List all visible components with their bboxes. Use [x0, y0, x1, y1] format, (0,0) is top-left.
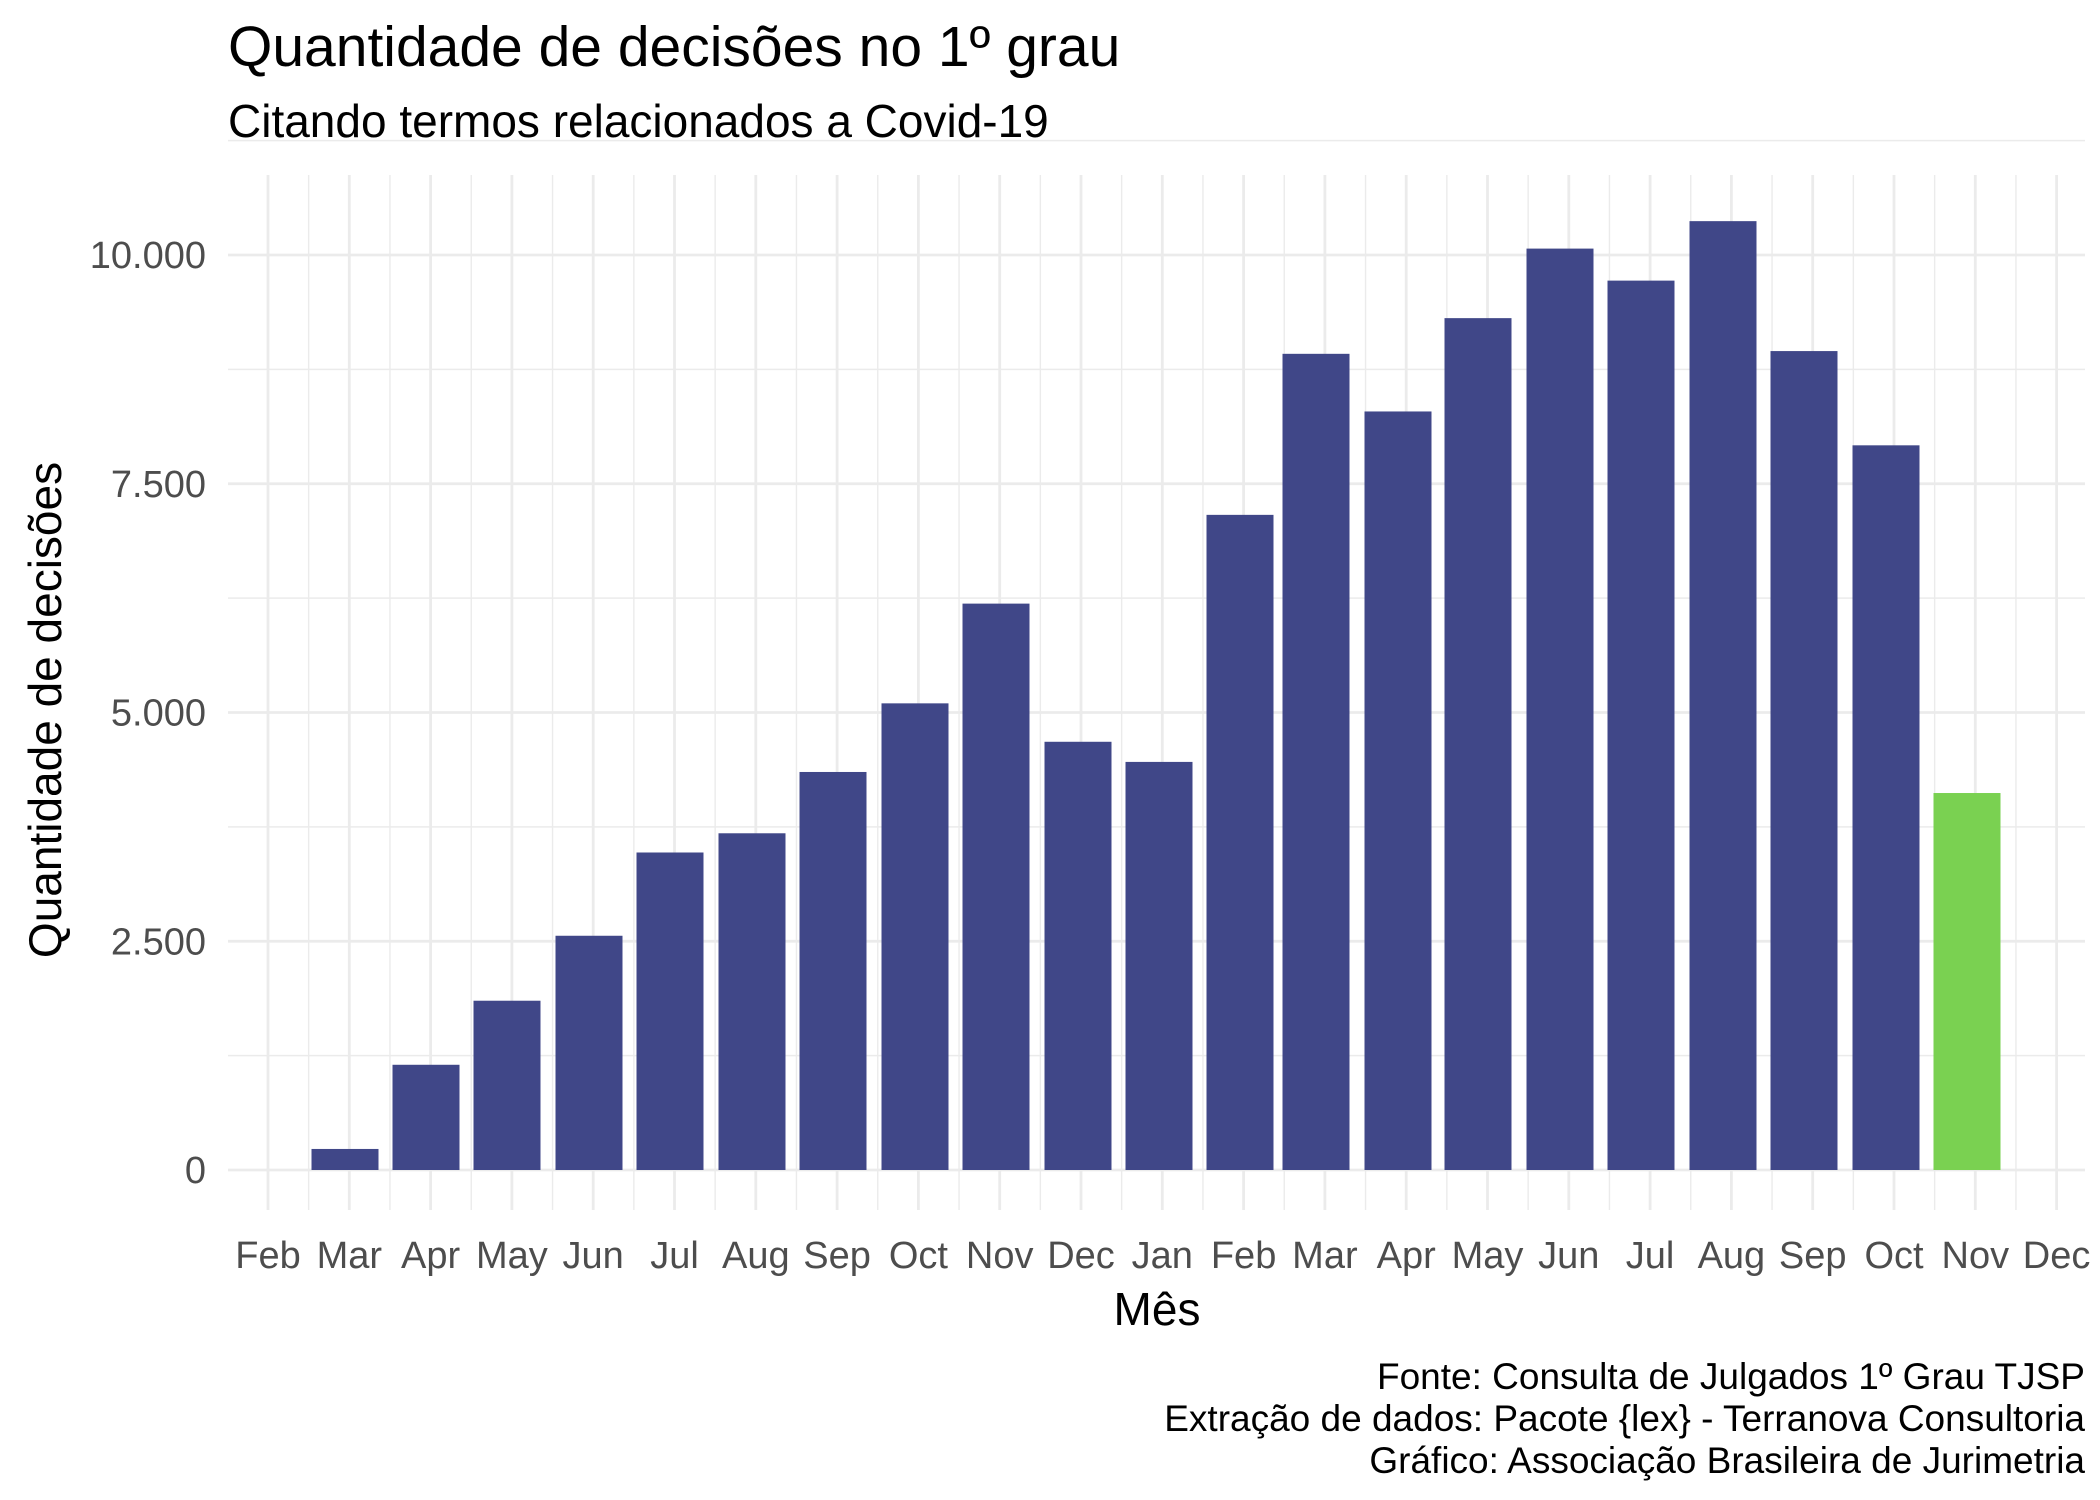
x-tick-label: Mar	[317, 1235, 383, 1277]
caption: Fonte: Consulta de Julgados 1º Grau TJSP…	[1164, 1356, 2085, 1481]
x-tick-label: Feb	[1211, 1235, 1276, 1277]
bar	[1364, 411, 1432, 1171]
x-axis-ticks: Feb Mar Apr May Jun Jul Aug Sep Oct Nov Dec Jan Feb M…	[235, 1235, 2090, 1277]
chart-subtitle: Citando termos relacionados a Covid-19	[228, 95, 1049, 147]
x-tick-label: Nov	[966, 1235, 1034, 1277]
x-tick-label: Apr	[401, 1235, 460, 1277]
x-tick-label: Jan	[1132, 1235, 1193, 1277]
bar	[1933, 793, 2001, 1170]
bar	[1044, 741, 1112, 1170]
x-tick-label: Jun	[563, 1235, 624, 1277]
x-tick-label: Dec	[2023, 1235, 2091, 1277]
bar	[718, 833, 786, 1170]
y-tick-label: 0	[185, 1150, 206, 1192]
y-tick-label: 10.000	[90, 235, 206, 277]
y-tick-label: 7.500	[111, 464, 206, 506]
bar	[1770, 351, 1838, 1170]
caption-line: Gráfico: Associação Brasileira de Jurime…	[1369, 1440, 2085, 1481]
bar	[1206, 514, 1274, 1170]
x-tick-label: Mar	[1292, 1235, 1358, 1277]
y-axis-title: Quantidade de decisões	[19, 462, 71, 958]
x-tick-label: May	[476, 1235, 548, 1277]
bar	[1526, 248, 1594, 1171]
caption-line: Fonte: Consulta de Julgados 1º Grau TJSP	[1377, 1356, 2085, 1397]
x-tick-label: Dec	[1047, 1235, 1115, 1277]
x-tick-label: Apr	[1377, 1235, 1436, 1277]
bar	[555, 935, 623, 1170]
bar	[799, 771, 867, 1170]
bar	[1689, 221, 1757, 1170]
x-tick-label: Oct	[889, 1235, 949, 1277]
x-tick-label: Jun	[1538, 1235, 1599, 1277]
bar	[311, 1148, 379, 1170]
x-axis-title: Mês	[1114, 1283, 1201, 1335]
x-tick-label: Oct	[1864, 1235, 1924, 1277]
x-tick-label: Aug	[1698, 1235, 1766, 1277]
bar	[1607, 280, 1675, 1170]
x-tick-label: Sep	[803, 1235, 871, 1277]
x-tick-label: Nov	[1942, 1235, 2010, 1277]
bar	[473, 1000, 541, 1170]
y-tick-label: 5.000	[111, 693, 206, 735]
y-axis-ticks: 0 2.500 5.000 7.500 10.000	[90, 235, 206, 1192]
bar	[392, 1064, 460, 1170]
caption-line: Extração de dados: Pacote {lex} - Terran…	[1164, 1398, 2085, 1439]
bar	[1125, 761, 1193, 1170]
bar	[1282, 353, 1350, 1170]
bars	[311, 221, 2001, 1171]
chart-title: Quantidade de decisões no 1º grau	[228, 15, 1120, 79]
bar	[636, 852, 704, 1170]
x-tick-label: Aug	[722, 1235, 790, 1277]
bar	[1852, 445, 1920, 1170]
bar	[1444, 318, 1512, 1170]
bar	[962, 603, 1030, 1170]
x-tick-label: Feb	[235, 1235, 300, 1277]
x-tick-label: Jul	[650, 1235, 699, 1277]
x-tick-label: May	[1452, 1235, 1524, 1277]
bar	[881, 703, 949, 1170]
x-tick-label: Jul	[1626, 1235, 1675, 1277]
y-tick-label: 2.500	[111, 921, 206, 963]
x-tick-label: Sep	[1779, 1235, 1847, 1277]
